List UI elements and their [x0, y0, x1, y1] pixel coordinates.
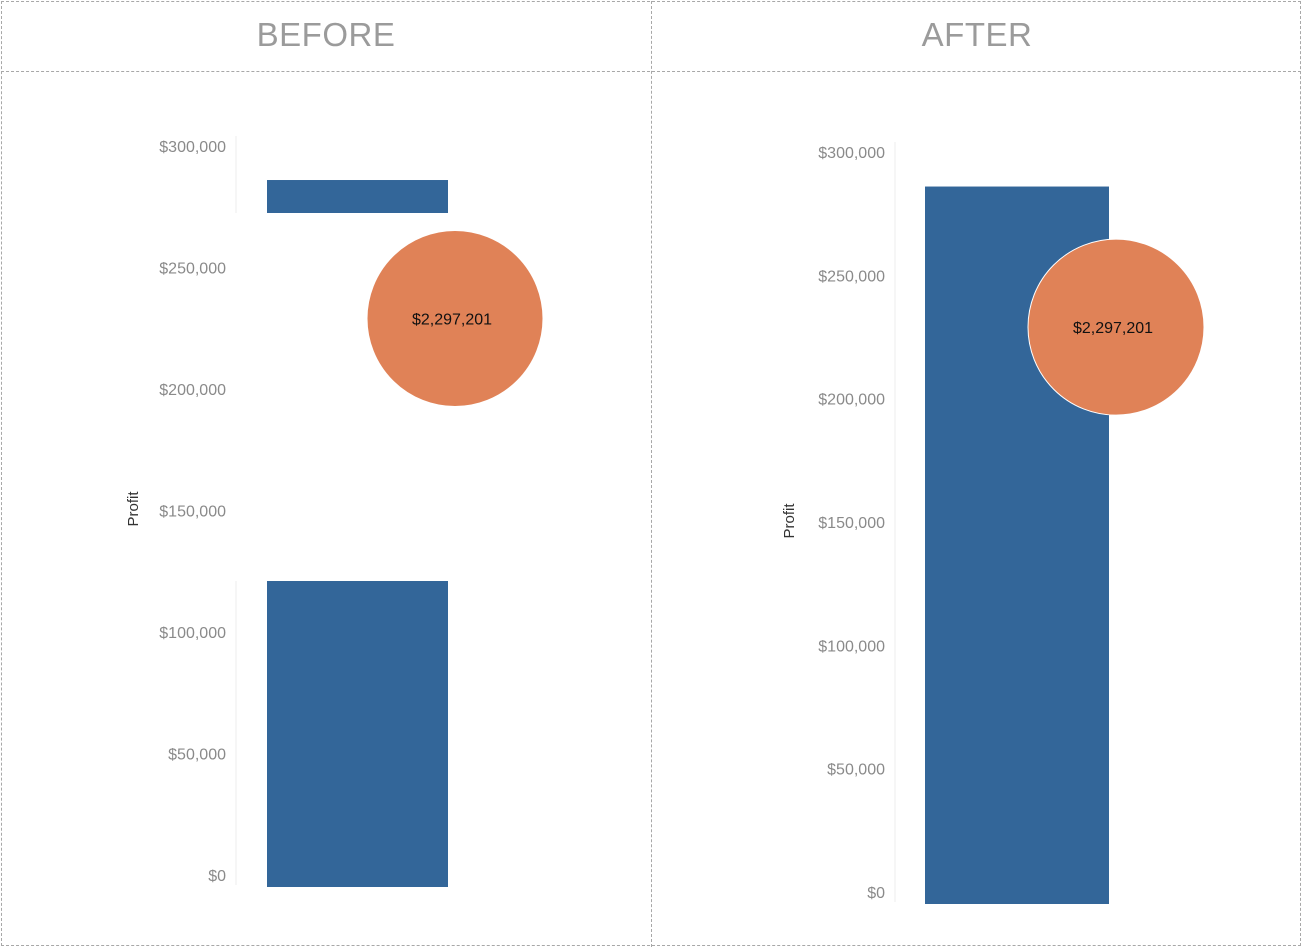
panel-title-after: AFTER: [921, 16, 1033, 53]
ytick-label: $150,000: [818, 515, 885, 532]
header-divider: [1, 71, 1301, 72]
ytick-label: $300,000: [818, 145, 885, 162]
bubble-value-label: $2,297,201: [412, 312, 492, 329]
total-profit-bubble: [1027, 238, 1205, 416]
ytick-label: $250,000: [159, 261, 226, 278]
ytick-label: $100,000: [818, 638, 885, 655]
bubble-value-label: $2,297,201: [1073, 320, 1153, 337]
panel-title-before: BEFORE: [256, 16, 396, 53]
y-axis-title: Profit: [125, 491, 142, 527]
ytick-label: $200,000: [818, 392, 885, 409]
ytick-label: $150,000: [159, 504, 226, 521]
panel-divider-vertical: [651, 1, 652, 947]
ytick-label: $300,000: [159, 139, 226, 156]
bar-segment-upper: [267, 180, 448, 213]
ytick-label: $250,000: [818, 268, 885, 285]
ytick-label: $50,000: [827, 762, 885, 779]
total-profit-bubble: [366, 230, 544, 408]
ytick-label: $100,000: [159, 625, 226, 642]
ytick-label: $50,000: [168, 747, 226, 764]
y-axis-title: Profit: [781, 503, 798, 539]
ytick-label: $200,000: [159, 382, 226, 399]
ytick-label: $0: [867, 885, 885, 902]
ytick-label: $0: [208, 868, 226, 885]
bar-segment-lower: [267, 581, 448, 887]
